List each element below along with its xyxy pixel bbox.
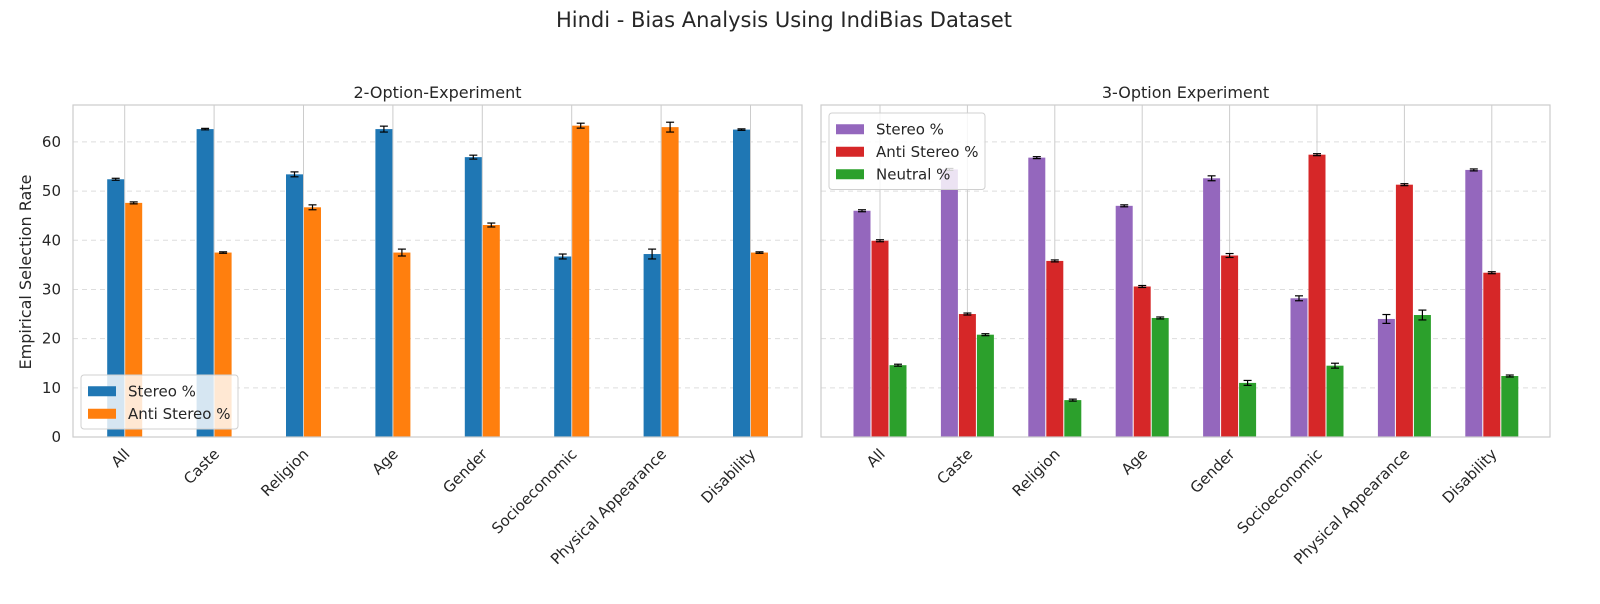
x-tick-label: Age bbox=[1118, 445, 1151, 478]
legend-swatch bbox=[836, 169, 864, 180]
x-tick-label: Gender bbox=[439, 445, 491, 497]
legend-label: Stereo % bbox=[876, 120, 944, 138]
bar bbox=[554, 256, 572, 437]
x-tick-label: Age bbox=[368, 445, 401, 478]
x-tick-label: Caste bbox=[180, 445, 223, 488]
bar bbox=[1395, 184, 1413, 437]
x-tick-label: Religion bbox=[257, 445, 312, 500]
x-tick-label: Socioeconomic bbox=[488, 445, 580, 537]
y-tick-label: 20 bbox=[42, 330, 61, 348]
bar bbox=[751, 252, 768, 437]
legend-swatch bbox=[836, 124, 864, 135]
y-tick-label: 0 bbox=[51, 428, 61, 446]
bar bbox=[1115, 205, 1133, 437]
bar bbox=[1221, 255, 1239, 437]
x-tick-label: Disability bbox=[1439, 445, 1501, 507]
x-tick-label: All bbox=[108, 445, 134, 471]
legend-box bbox=[828, 112, 986, 190]
bar bbox=[1151, 317, 1169, 437]
legend-swatch bbox=[836, 146, 864, 157]
bar bbox=[1465, 169, 1483, 437]
bar bbox=[1308, 154, 1326, 437]
x-tick-label: Disability bbox=[697, 445, 759, 507]
x-tick-label: Religion bbox=[1009, 445, 1064, 500]
bar bbox=[958, 314, 976, 437]
bar bbox=[643, 254, 661, 437]
legend: Stereo % Anti Stereo % bbox=[80, 374, 239, 430]
bar bbox=[1203, 178, 1221, 437]
bar bbox=[107, 179, 125, 437]
legend: Stereo % Anti Stereo % Neutral % bbox=[828, 112, 986, 190]
bar bbox=[1028, 157, 1046, 437]
chart-panel-2: 3-Option Experiment All Caste Religion Age Ge… bbox=[820, 83, 1551, 568]
legend-box bbox=[80, 374, 239, 430]
bar bbox=[1239, 382, 1257, 437]
legend-swatch bbox=[88, 386, 116, 397]
bar bbox=[889, 365, 907, 437]
bar bbox=[733, 129, 750, 437]
bar bbox=[1326, 365, 1344, 437]
bar bbox=[572, 125, 590, 437]
panel-title: 3-Option Experiment bbox=[1102, 83, 1269, 102]
x-tick-label: Socioeconomic bbox=[1233, 445, 1325, 537]
bar bbox=[871, 240, 889, 437]
bar bbox=[304, 207, 321, 437]
bar bbox=[1064, 400, 1082, 437]
x-tick-label: All bbox=[863, 445, 889, 471]
bar bbox=[1046, 260, 1064, 437]
bar bbox=[393, 252, 411, 437]
bar bbox=[1483, 272, 1501, 437]
bar bbox=[940, 169, 958, 437]
y-tick-label: 10 bbox=[42, 379, 61, 397]
bar bbox=[1377, 318, 1395, 437]
bar bbox=[1133, 286, 1151, 437]
legend-label: Anti Stereo % bbox=[128, 405, 230, 423]
chart-panel-1: 2-Option-Experiment 0 10 20 30 40 50 60 All Caste… bbox=[42, 83, 803, 568]
bar bbox=[1290, 298, 1308, 437]
bar bbox=[375, 129, 393, 437]
legend-label: Stereo % bbox=[128, 382, 196, 400]
y-tick-label: 30 bbox=[42, 280, 61, 298]
bar bbox=[464, 157, 482, 437]
plot-frame bbox=[72, 104, 803, 438]
bar bbox=[976, 334, 994, 437]
x-tick-label: Caste bbox=[933, 445, 976, 488]
y-axis-label: Empirical Selection Rate bbox=[16, 175, 35, 370]
legend-swatch bbox=[88, 408, 116, 419]
bar bbox=[286, 174, 303, 437]
plot-frame bbox=[820, 104, 1551, 438]
bar bbox=[853, 210, 871, 437]
bar bbox=[482, 225, 500, 437]
figure-title: Hindi - Bias Analysis Using IndiBias Dat… bbox=[556, 8, 1012, 32]
bar bbox=[661, 127, 679, 437]
panel-title: 2-Option-Experiment bbox=[353, 83, 521, 102]
bar bbox=[1413, 315, 1431, 437]
legend-label: Neutral % bbox=[876, 165, 950, 183]
legend-label: Anti Stereo % bbox=[876, 143, 978, 161]
bar bbox=[1501, 376, 1519, 437]
y-tick-label: 40 bbox=[42, 231, 61, 249]
y-tick-label: 60 bbox=[42, 133, 61, 151]
x-tick-label: Gender bbox=[1187, 445, 1239, 497]
y-tick-label: 50 bbox=[42, 182, 61, 200]
bar bbox=[196, 129, 214, 437]
